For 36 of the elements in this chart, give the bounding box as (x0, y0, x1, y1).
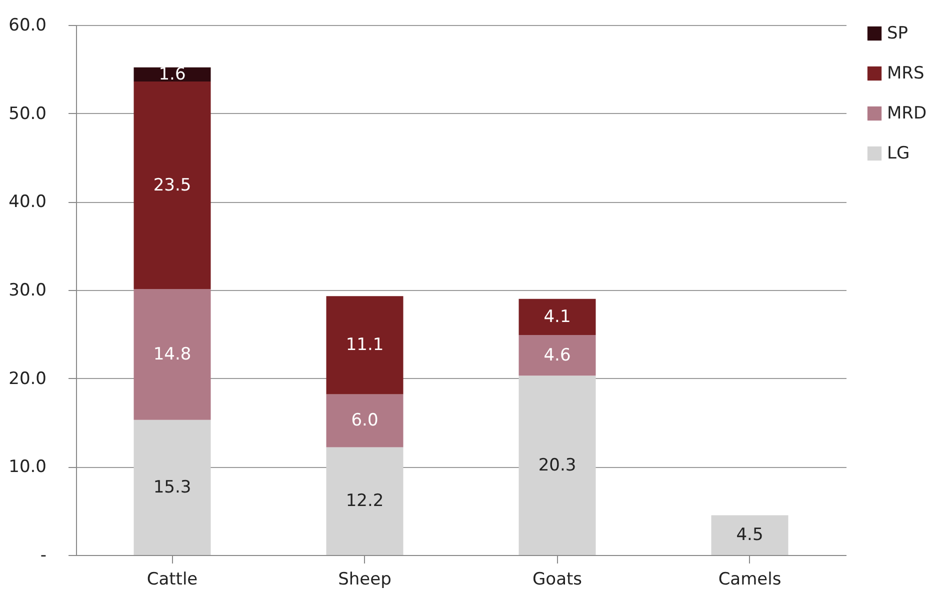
x-tick-label: Goats (532, 570, 582, 590)
y-tick-label: - (40, 546, 46, 566)
data-label: 1.6 (158, 64, 186, 84)
legend-label: MRD (887, 104, 927, 124)
bar (134, 289, 211, 420)
data-label: 14.8 (153, 344, 192, 364)
data-label: 4.5 (736, 525, 764, 546)
y-tick-label: 40.0 (8, 192, 46, 212)
y-tick-label: 50.0 (8, 104, 46, 124)
data-label: 11.1 (346, 335, 384, 356)
bar (518, 376, 596, 555)
legend-label: SP (887, 24, 908, 44)
x-tick-label: Camels (718, 570, 782, 590)
bar (711, 515, 788, 555)
y-tick-label: 10.0 (8, 457, 46, 478)
data-label: 4.1 (544, 306, 571, 327)
x-tick-label: Sheep (338, 570, 392, 590)
data-label: 23.5 (153, 175, 192, 196)
bar (134, 82, 211, 290)
bar (326, 296, 404, 394)
bar (134, 420, 211, 555)
data-label: 15.3 (153, 477, 192, 498)
data-label: 12.2 (346, 491, 384, 512)
y-tick-label: 30.0 (8, 280, 46, 300)
bar (518, 335, 596, 376)
data-label: 4.6 (544, 345, 571, 366)
x-tick-label: Cattle (146, 570, 198, 590)
bar (518, 298, 596, 336)
y-tick-label: 60.0 (8, 16, 46, 36)
data-label: 20.3 (538, 455, 576, 476)
legend-label: LG (887, 144, 910, 164)
legend-label: MRS (887, 64, 924, 84)
bar (326, 447, 404, 555)
data-label: 6.0 (351, 410, 378, 431)
bar (326, 394, 404, 448)
y-tick-label: 20.0 (8, 368, 46, 389)
